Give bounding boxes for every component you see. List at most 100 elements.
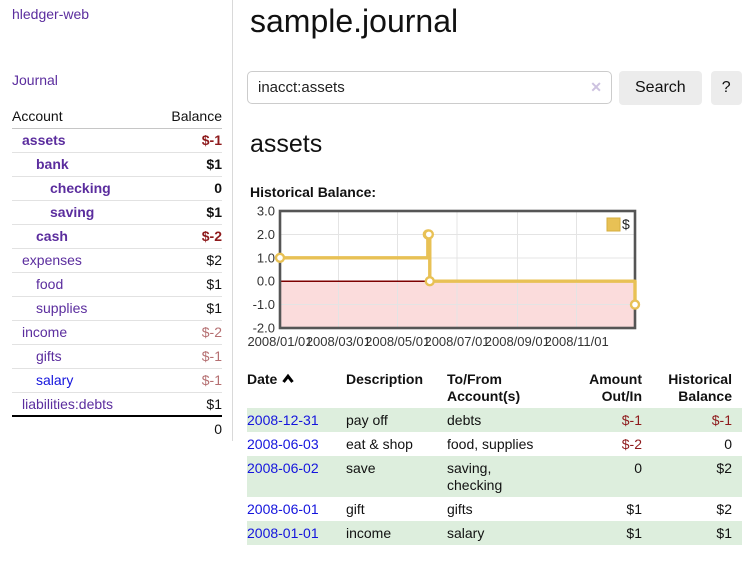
brand-link[interactable]: hledger-web (12, 6, 90, 22)
account-link[interactable]: cash (36, 228, 68, 244)
account-link[interactable]: food (36, 276, 64, 292)
register-column-header: To/From Account(s) (447, 368, 555, 408)
register-column-header: Historical Balance (654, 368, 742, 408)
account-link[interactable]: salary (36, 372, 74, 388)
register-row: 2008-06-01 gift gifts $1 $2 (247, 497, 742, 521)
transaction-balance: $2 (716, 501, 732, 517)
account-row: bank $1 (12, 152, 222, 177)
account-link[interactable]: liabilities:debts (22, 395, 114, 412)
column-header-label: Historical Balance (668, 371, 732, 404)
sidebar: hledger-web Journal Account Balance asse… (0, 0, 233, 441)
column-header-label: Description (346, 371, 424, 387)
register-column-header: Amount Out/In (555, 368, 654, 408)
x-axis-tick-label: 2008/09/01 (485, 334, 550, 349)
clear-search-icon[interactable]: ✕ (590, 79, 602, 95)
transaction-accounts: gifts (447, 501, 473, 517)
sidebar-total-balance: 0 (214, 420, 222, 437)
y-axis-tick-label: 2.0 (257, 227, 275, 242)
transaction-date-link[interactable]: 2008-06-02 (247, 460, 319, 476)
transaction-description: gift (346, 501, 365, 517)
account-table-header: Account Balance (12, 105, 222, 129)
account-link[interactable]: expenses (22, 252, 82, 268)
transaction-accounts: salary (447, 525, 485, 541)
transaction-balance: 0 (724, 436, 732, 452)
legend-swatch (606, 217, 621, 232)
account-row: expenses $2 (12, 248, 222, 273)
y-axis-tick-label: 1.0 (257, 250, 275, 265)
account-balance: $1 (151, 152, 222, 177)
account-balance: $2 (151, 248, 222, 273)
transaction-amount: $-2 (621, 436, 642, 452)
transaction-description: eat & shop (346, 436, 413, 452)
x-axis-tick-label: 2008/11/01 (545, 334, 609, 349)
transaction-date-link[interactable]: 2008-06-01 (247, 501, 319, 517)
main-content: sample.journal ✕ Search ? assets Histori… (247, 0, 742, 545)
transaction-balance: $2 (716, 460, 732, 476)
account-row: assets $-1 (12, 128, 222, 153)
account-balance: $1 (151, 296, 222, 321)
search-button[interactable]: Search (619, 71, 702, 105)
account-link[interactable]: bank (36, 156, 69, 172)
account-row: income $-2 (12, 320, 222, 345)
sort-ascending-icon (282, 373, 295, 383)
transaction-accounts: food, supplies (447, 436, 534, 452)
account-balance: $-1 (151, 128, 222, 153)
account-link[interactable]: gifts (36, 348, 62, 364)
transaction-date-link[interactable]: 2008-06-03 (247, 436, 319, 452)
chart-canvas: $3.0 2.0 1.0 0.0 -1.0 -2.02008/01/012008/03/0… (247, 204, 641, 349)
historical-balance-chart: $3.0 2.0 1.0 0.0 -1.0 -2.0 2008/01/01 2008/03/0… (247, 204, 742, 354)
y-axis-tick-label: 3.0 (257, 206, 275, 219)
account-row: food $1 (12, 272, 222, 297)
transaction-accounts: debts (447, 412, 482, 428)
transaction-date-link[interactable]: 2008-12-31 (247, 412, 319, 428)
transaction-date-link[interactable]: 2008-01-01 (247, 525, 319, 541)
account-link[interactable]: income (22, 324, 68, 340)
sidebar-item-journal[interactable]: Journal (12, 72, 58, 88)
column-header-label: Date (247, 371, 278, 387)
search-input[interactable] (247, 71, 612, 104)
account-row: saving $1 (12, 200, 222, 225)
transaction-amount: $-1 (621, 412, 642, 428)
transaction-balance: $1 (716, 525, 732, 541)
x-axis-tick-label: 2008/07/01 (424, 334, 489, 349)
account-balance: $-1 (151, 368, 222, 393)
account-row: supplies $1 (12, 296, 222, 321)
account-balance: 0 (151, 176, 222, 201)
transaction-description: income (346, 525, 392, 541)
page-title: sample.journal (250, 3, 459, 39)
account-balance: $-2 (151, 320, 222, 345)
account-title: assets (250, 130, 323, 158)
account-row: liabilities:debts $1 (12, 392, 222, 417)
register-table-header: Date Description To/From Account(s) Amount … (247, 368, 742, 408)
x-axis-tick-label: 2008/03/01 (306, 334, 371, 349)
account-balance: $-2 (151, 224, 222, 249)
search-bar: ✕ Search ? (247, 71, 742, 105)
account-row: checking 0 (12, 176, 222, 201)
transaction-description: save (346, 460, 376, 476)
legend-label: $ (622, 216, 630, 232)
y-axis-tick-label: -1.0 (253, 297, 275, 312)
account-link[interactable]: saving (50, 204, 95, 220)
account-column-header: Account (12, 105, 152, 129)
account-balances-table: Account Balance assets $-1 bank $1 checking 0… (12, 105, 222, 440)
account-link[interactable]: supplies (36, 300, 88, 316)
account-row: salary $-1 (12, 368, 222, 393)
register-row: 2008-12-31 pay off debts $-1 $-1 (247, 408, 742, 432)
transaction-balance: $-1 (711, 412, 732, 428)
x-axis-tick-label: 2008/05/01 (365, 334, 430, 349)
register-row: 2008-06-02 save saving, checking 0 $2 (247, 456, 742, 497)
help-button[interactable]: ? (710, 71, 742, 105)
column-header-label: To/From Account(s) (447, 371, 521, 404)
transaction-amount: $1 (626, 525, 642, 541)
y-axis-tick-label: -2.0 (253, 321, 275, 336)
account-balance: $1 (151, 200, 222, 225)
account-link[interactable]: assets (22, 132, 66, 148)
register-row: 2008-06-03 eat & shop food, supplies $-2 0 (247, 432, 742, 456)
register-column-header[interactable]: Date (247, 368, 346, 408)
register-row: 2008-01-01 income salary $1 $1 (247, 521, 742, 545)
search-box: ✕ (247, 71, 612, 105)
account-link[interactable]: checking (50, 180, 111, 196)
transaction-amount: $1 (626, 501, 642, 517)
account-balance: $-1 (151, 344, 222, 369)
total-row: 0 (12, 416, 222, 440)
